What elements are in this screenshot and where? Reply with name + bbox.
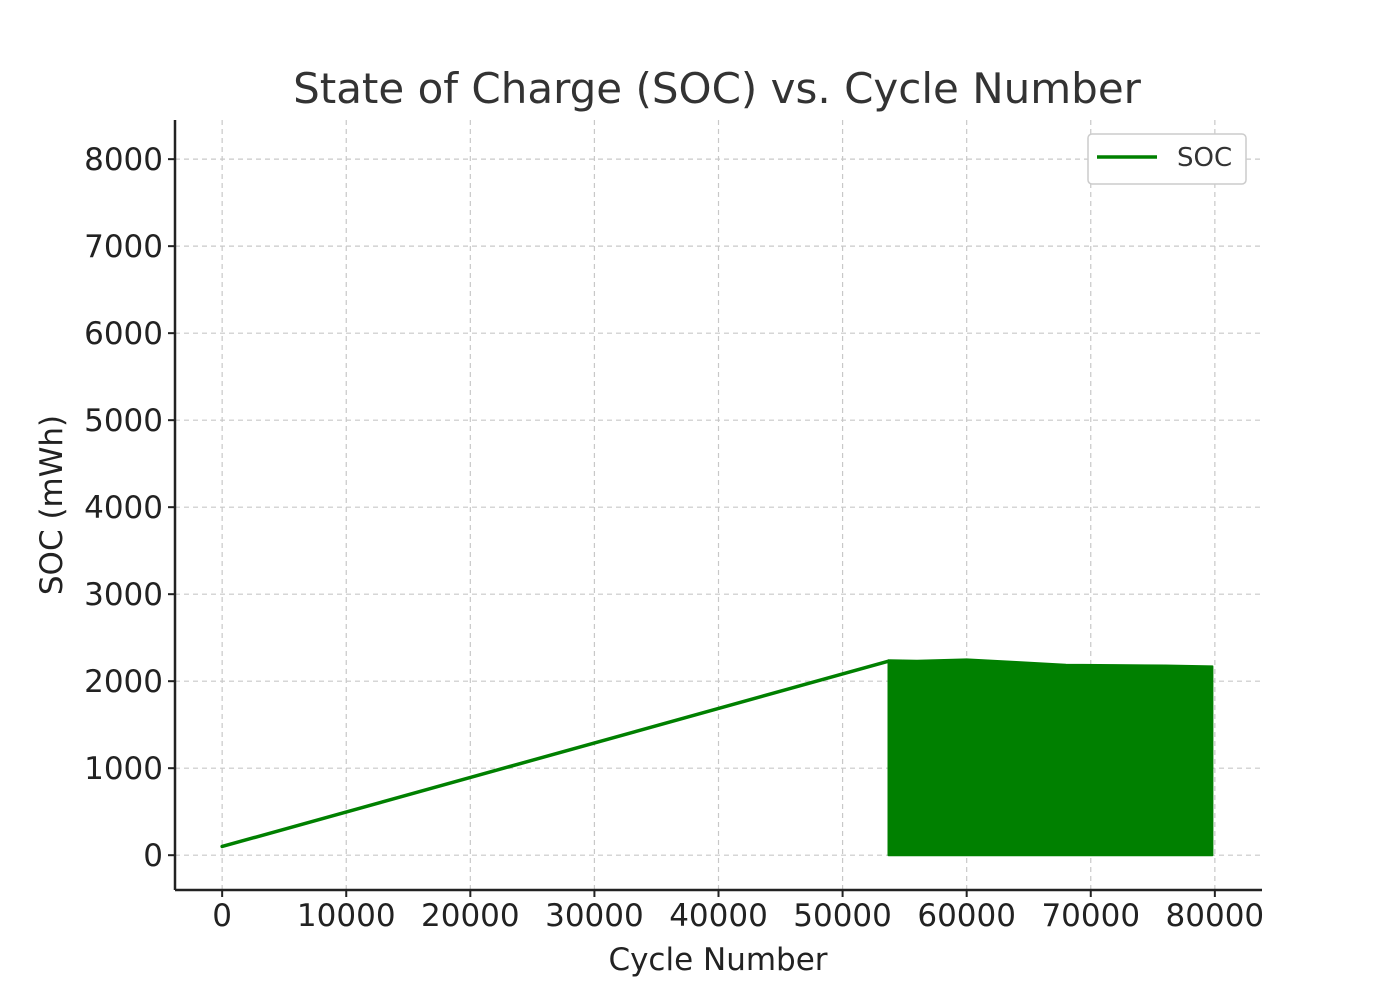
y-ticks: 0 1000 2000 3000 4000 5000 6000 7000 8000: [84, 142, 175, 874]
soc-oscillation-band: [887, 658, 1214, 857]
legend-label-soc: SOC: [1177, 143, 1232, 173]
x-axis-label: Cycle Number: [608, 942, 827, 978]
y-tick-label: 7000: [84, 229, 163, 265]
x-tick-label: 20000: [421, 898, 520, 934]
x-tick-label: 50000: [793, 898, 892, 934]
y-tick-label: 3000: [84, 577, 163, 613]
x-tick-label: 10000: [297, 898, 396, 934]
chart-title: State of Charge (SOC) vs. Cycle Number: [293, 64, 1142, 113]
y-tick-label: 1000: [84, 751, 163, 787]
x-tick-label: 60000: [917, 898, 1016, 934]
y-tick-label: 0: [143, 838, 163, 874]
y-tick-label: 2000: [84, 664, 163, 700]
y-tick-label: 6000: [84, 316, 163, 352]
y-axis-label: SOC (mWh): [34, 415, 70, 595]
series-soc: [220, 658, 1214, 857]
x-tick-label: 40000: [669, 898, 768, 934]
legend-box: [1087, 133, 1247, 185]
x-tick-label: 30000: [545, 898, 644, 934]
x-tick-label: 0: [212, 898, 232, 934]
legend: SOC: [1087, 133, 1247, 185]
y-tick-label: 8000: [84, 142, 163, 178]
x-ticks: 0 10000 20000 30000 40000 50000 60000 70000 8000…: [212, 890, 1264, 934]
x-tick-label: 80000: [1166, 898, 1265, 934]
y-tick-label: 5000: [84, 403, 163, 439]
soc-ramp-line: [220, 659, 891, 849]
x-tick-label: 70000: [1041, 898, 1140, 934]
y-tick-label: 4000: [84, 490, 163, 526]
